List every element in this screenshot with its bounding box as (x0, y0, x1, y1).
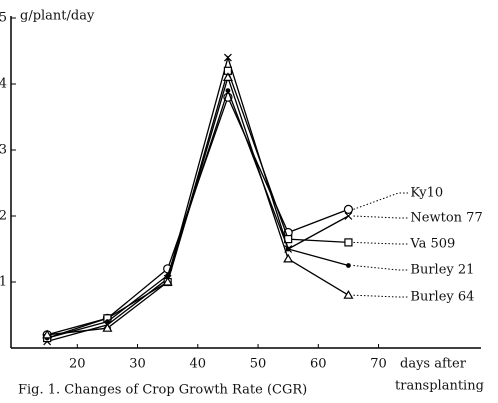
marker (42, 329, 53, 339)
marker (344, 212, 353, 220)
leader-line (353, 215, 409, 219)
x-tick-label: 20 (69, 357, 86, 372)
leader-line (353, 294, 409, 298)
caption: Fig. 1. Changes of Crop Growth Rate (CGR… (18, 383, 307, 398)
marker (102, 322, 113, 332)
marker (346, 263, 351, 268)
marker (283, 253, 294, 263)
x-tick-label: 50 (250, 357, 267, 372)
marker (344, 238, 353, 247)
x-axis-label: transplanting (395, 379, 484, 394)
leader-line (353, 241, 409, 245)
y-tick-label: 3 (0, 143, 7, 158)
x-axis-label: days after (400, 357, 467, 372)
y-tick-label: 1 (0, 275, 7, 290)
marker (225, 88, 231, 93)
y-axis-label: g/plant/day (20, 9, 95, 24)
marker (343, 289, 354, 299)
legend-label: Ky10 (410, 186, 443, 201)
x-tick-label: 40 (190, 357, 207, 372)
legend-label: Newton 77 (410, 211, 482, 226)
marker (105, 319, 110, 325)
leader-line (353, 265, 409, 271)
y-tick-label: 2 (0, 209, 7, 224)
series-line (46, 68, 349, 339)
marker (285, 246, 291, 252)
legend-label: Va 509 (409, 237, 455, 252)
leader-line (353, 192, 409, 210)
series-line (46, 88, 349, 339)
x-tick-label: 60 (310, 357, 327, 372)
legend-label: Burley 21 (410, 263, 474, 278)
series-line (47, 75, 349, 336)
x-tick-label: 70 (370, 357, 387, 372)
marker (343, 204, 354, 214)
series-line (46, 95, 349, 336)
y-tick-label: 5 (0, 11, 7, 26)
marker (222, 72, 233, 81)
legend-label: Burley 64 (410, 290, 474, 305)
x-tick-label: 30 (129, 357, 146, 372)
series-line (46, 55, 349, 343)
marker (223, 53, 232, 62)
y-tick-label: 4 (0, 77, 7, 92)
marker (162, 276, 173, 286)
